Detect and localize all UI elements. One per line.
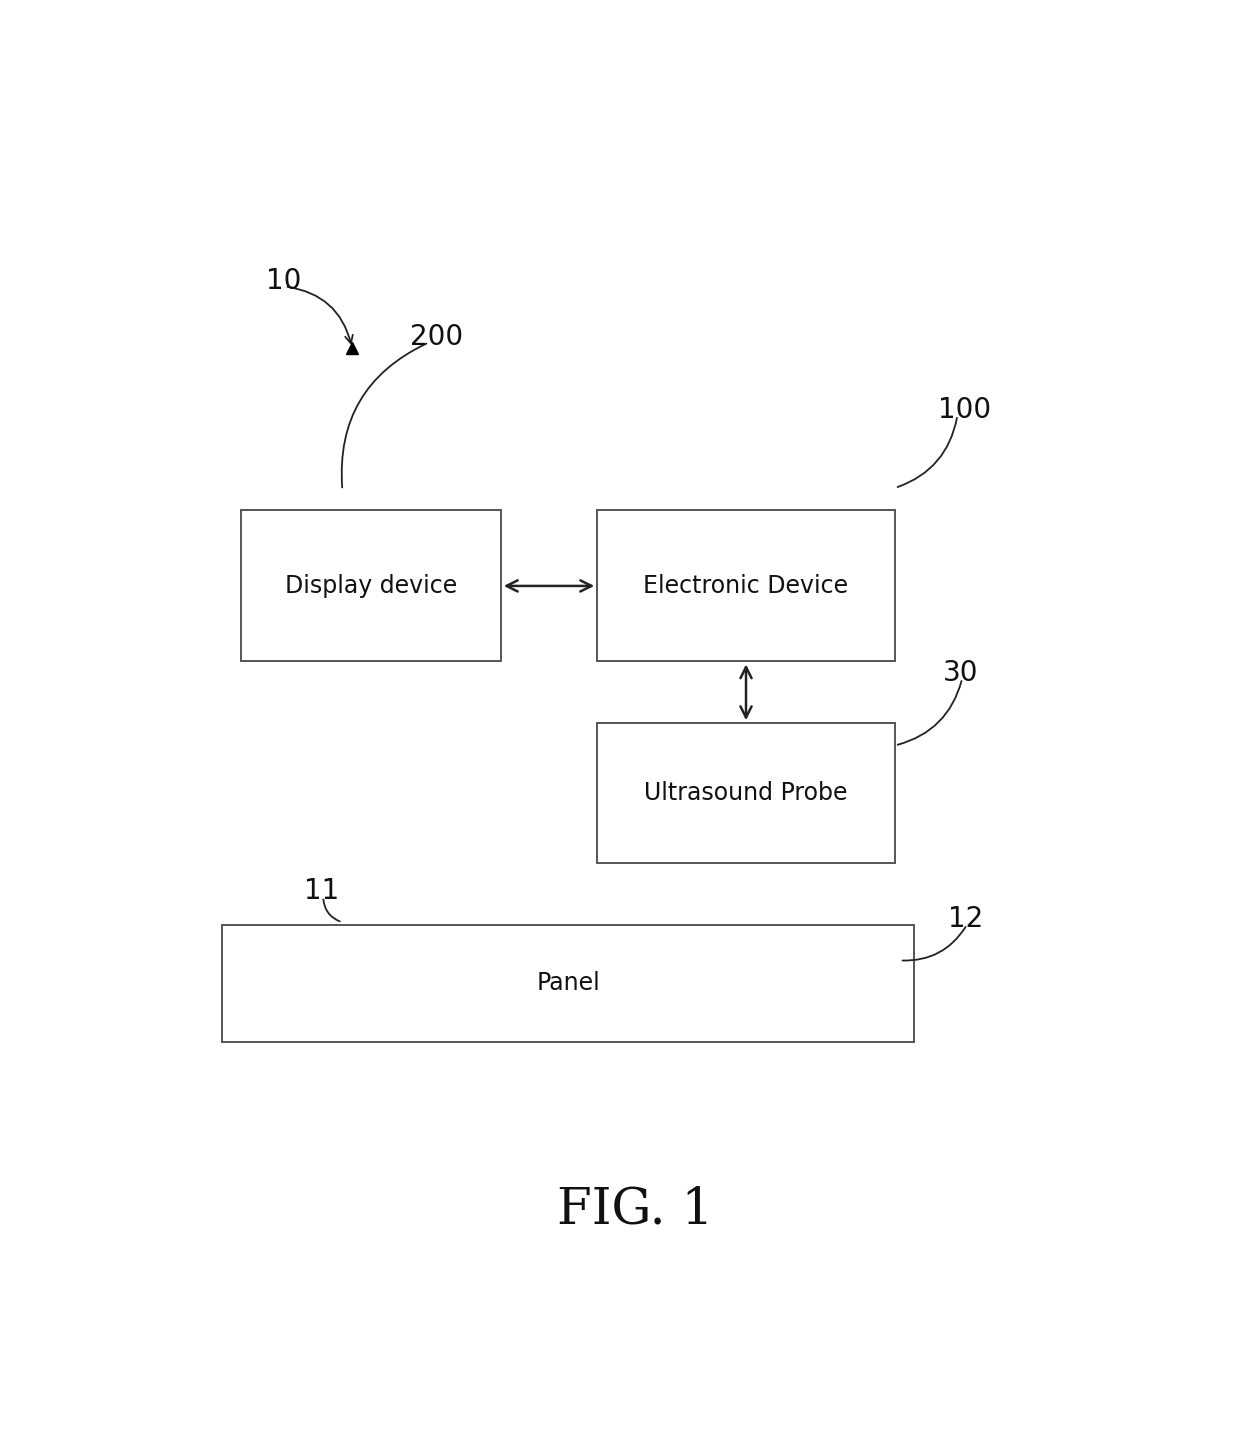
Text: Ultrasound Probe: Ultrasound Probe (645, 781, 848, 806)
Text: Panel: Panel (537, 971, 600, 996)
Text: 100: 100 (939, 395, 991, 423)
Text: Electronic Device: Electronic Device (644, 574, 848, 598)
FancyBboxPatch shape (596, 510, 895, 662)
Text: 10: 10 (265, 268, 301, 295)
FancyBboxPatch shape (242, 510, 501, 662)
Text: 12: 12 (947, 904, 983, 933)
Text: Display device: Display device (285, 574, 458, 598)
FancyBboxPatch shape (596, 723, 895, 864)
Text: FIG. 1: FIG. 1 (557, 1185, 714, 1234)
Text: 30: 30 (942, 659, 978, 686)
Text: 11: 11 (304, 877, 340, 904)
Text: 200: 200 (409, 323, 463, 350)
FancyBboxPatch shape (222, 925, 914, 1043)
